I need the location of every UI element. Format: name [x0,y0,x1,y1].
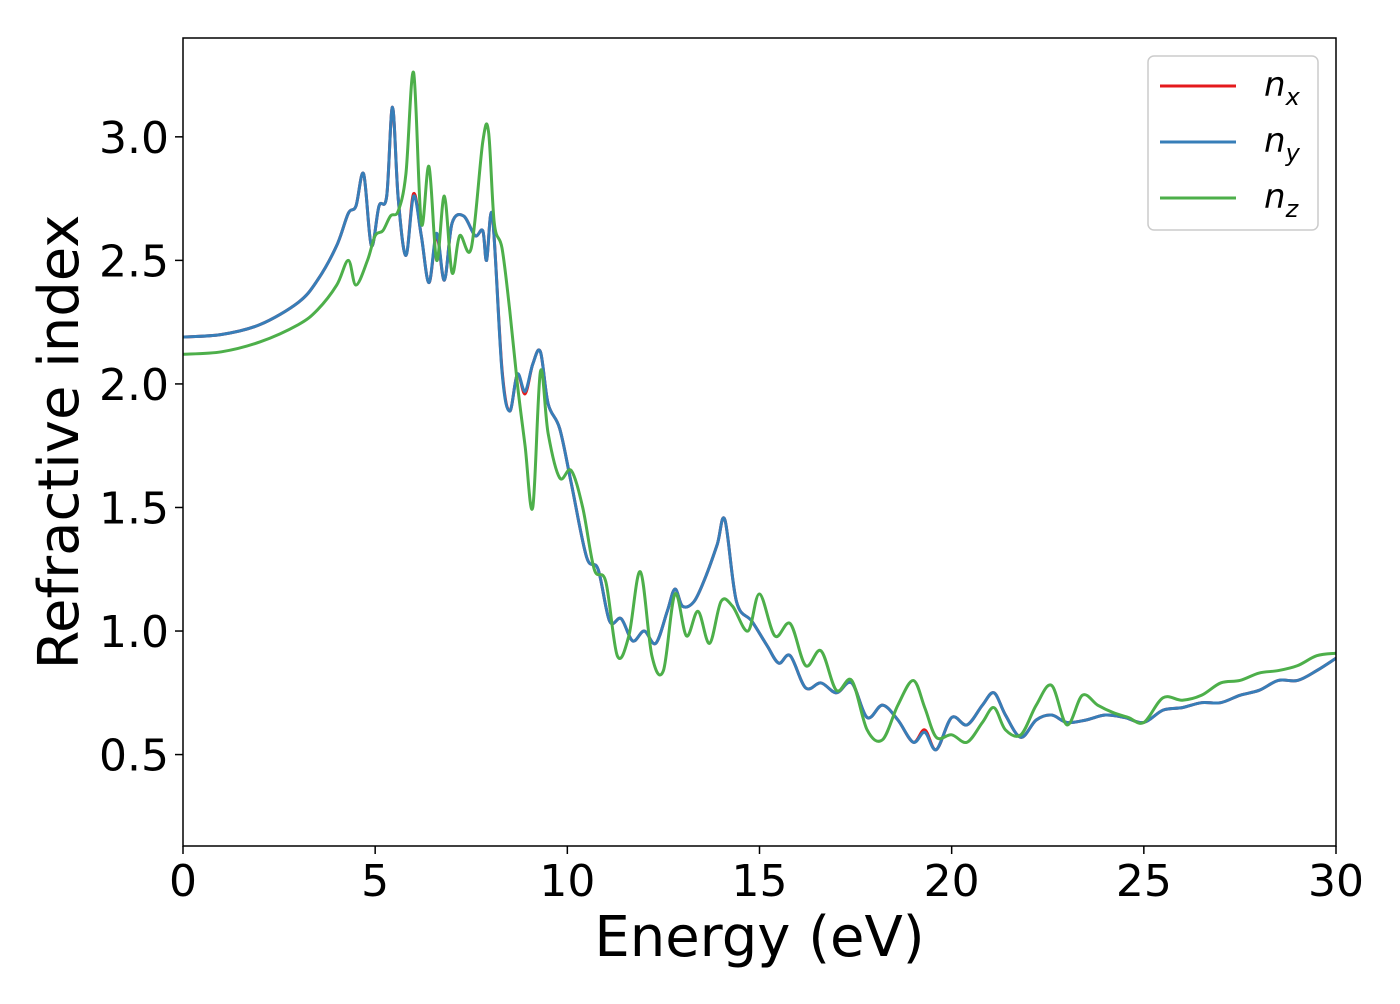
x-tick-label: 10 [539,856,595,907]
y-tick-label: 1.5 [99,483,169,534]
legend-label-base: n [1264,121,1286,161]
x-axis-ticks: 0 5 10 15 20 25 30 [169,846,1364,907]
x-tick-label: 20 [924,856,980,907]
legend-label: nz [1264,177,1300,223]
y-axis-title: Refractive index [27,215,92,670]
series-line-z [183,71,1336,745]
x-tick-label: 25 [1116,856,1172,907]
legend-label-base: n [1264,177,1286,217]
x-axis-title: Energy (eV) [594,905,924,970]
legend-label: nx [1264,65,1301,111]
x-tick-label: 15 [732,856,788,907]
legend-label: ny [1264,121,1301,167]
y-tick-label: 1.0 [99,607,169,658]
series-layer [183,71,1336,752]
y-tick-label: 0.5 [99,731,169,782]
series-line-y [183,105,1336,752]
x-tick-label: 30 [1308,856,1364,907]
legend-label-subscript: x [1285,83,1301,111]
y-tick-label: 3.0 [99,113,169,164]
y-tick-label: 2.5 [99,236,169,287]
y-axis-ticks: 0.5 1.0 1.5 2.0 2.5 3.0 [99,113,183,782]
legend-item-y: ny [1160,121,1301,167]
y-tick-label: 2.0 [99,360,169,411]
x-tick-label: 5 [361,856,389,907]
legend-label-base: n [1264,65,1286,105]
legend-item-z: nz [1160,177,1300,223]
legend-label-subscript: y [1285,139,1301,167]
legend-item-x: nx [1160,65,1301,111]
x-tick-label: 0 [169,856,197,907]
legend-label-subscript: z [1285,195,1300,223]
